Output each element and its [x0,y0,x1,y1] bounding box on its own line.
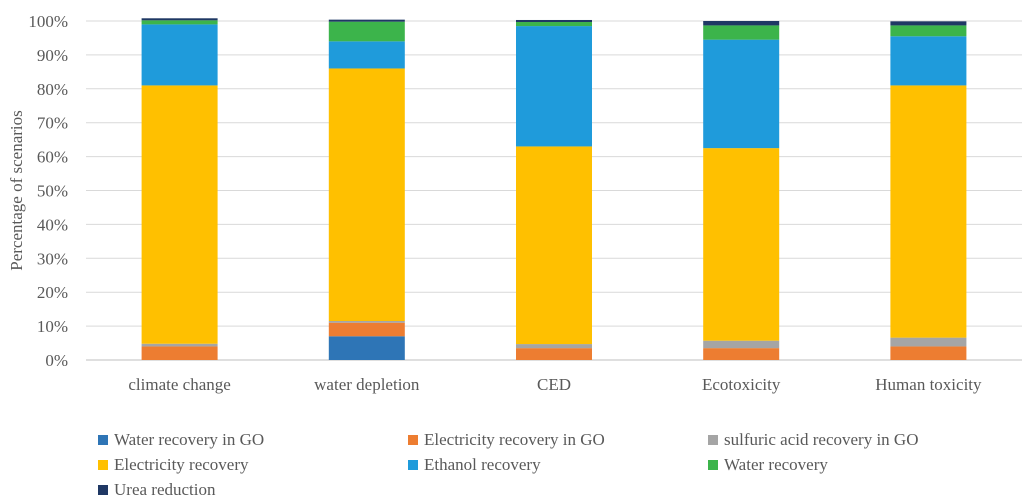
x-category-label: water depletion [314,375,420,394]
x-category-label: Ecotoxicity [702,375,781,394]
bar-segment [328,41,405,69]
bar-segment [890,21,967,26]
legend-swatch [98,485,108,495]
bar-segment [328,68,405,322]
bar-segment [141,343,218,347]
y-tick-label: 90% [37,46,68,65]
x-category-label: climate change [128,375,230,394]
y-tick-label: 70% [37,114,68,133]
bar-segment [703,348,780,360]
y-tick-label: 30% [37,249,68,268]
legend-swatch [408,435,418,445]
bar-segment [516,344,592,349]
y-tick-label: 100% [28,12,68,31]
legend-label: Urea reduction [114,480,216,499]
bar-segment [516,26,592,147]
legend-swatch [98,435,108,445]
legend-label: sulfuric acid recovery in GO [724,430,919,449]
legend-swatch [708,460,718,470]
bar-segment [703,148,780,341]
legend-item: Urea reduction [98,480,215,500]
legend-label: Electricity recovery in GO [424,430,605,449]
bar-segment [890,25,967,37]
bar-segment [141,18,218,21]
legend-item: Ethanol recovery [408,455,541,475]
y-tick-label: 0% [45,351,68,370]
bar-segment [141,85,218,344]
bar-segment [516,19,592,23]
bar-segment [328,21,405,42]
bar-segment [141,20,218,25]
bar-segment [890,85,967,338]
y-tick-label: 20% [37,283,68,302]
y-tick-label: 50% [37,182,68,201]
legend-item: Water recovery in GO [98,430,264,450]
y-tick-labels: 0% 10% 20% 30% 40% 50% 60% 70% 80% 90% 100% [28,12,68,370]
bar-segment [516,146,592,345]
legend-item: Electricity recovery [98,455,249,475]
legend-swatch [408,460,418,470]
bars [141,18,967,360]
bar-segment [328,322,405,337]
x-category-labels: climate change water depletion CED Ecotoxic… [128,375,982,394]
bar-segment [703,340,780,349]
bar-segment [890,337,967,347]
legend-swatch [98,460,108,470]
bar-segment [328,321,405,323]
bar-segment [890,36,967,86]
x-category-label: CED [537,375,571,394]
bar-segment [141,346,218,360]
legend-item: Electricity recovery in GO [408,430,605,450]
legend-label: Water recovery [724,455,828,474]
y-tick-label: 10% [37,317,68,336]
bar-segment [516,348,592,360]
legend-label: Ethanol recovery [424,455,541,474]
bar-segment [328,19,405,22]
legend-item: Water recovery [708,455,828,475]
bar-segment [516,22,592,27]
x-category-label: Human toxicity [875,375,982,394]
bar-segment [141,24,218,86]
y-tick-label: 60% [37,148,68,167]
legend-item: sulfuric acid recovery in GO [708,430,918,450]
legend-swatch [708,435,718,445]
bar-segment [703,21,780,26]
bar-segment [328,336,405,360]
y-axis-title: Percentage of scenarios [7,110,26,270]
legend-label: Electricity recovery [114,455,249,474]
y-tick-label: 40% [37,215,68,234]
legend-label: Water recovery in GO [114,430,265,449]
y-tick-label: 80% [37,80,68,99]
stacked-bar-chart: 0% 10% 20% 30% 40% 50% 60% 70% 80% 90% 100% climat… [7,12,1022,394]
bar-segment [703,25,780,40]
bar-segment [703,39,780,149]
bar-segment [890,346,967,360]
